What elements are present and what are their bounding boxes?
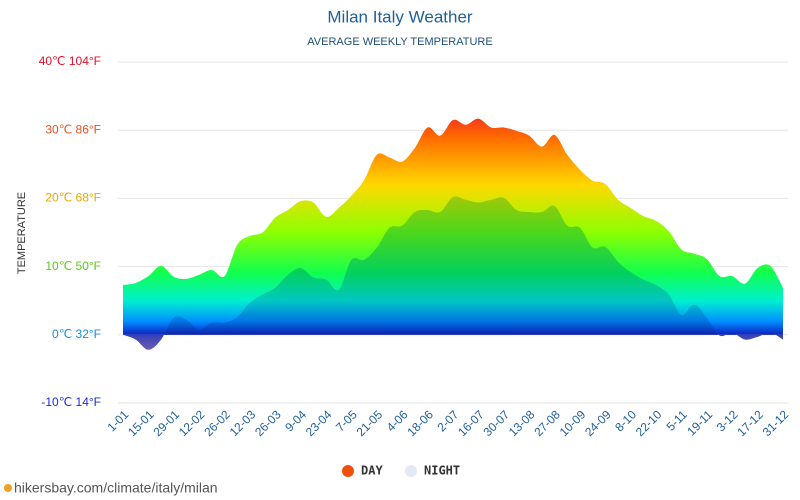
x-tick-label: 16-07 [455,407,487,439]
x-tick-label: 27-08 [531,407,563,439]
y-tick-label: -10℃ 14°F [41,395,101,409]
x-tick-label: 29-01 [151,407,183,439]
x-tick-label: 17-12 [734,407,766,439]
x-tick-label: 15-01 [125,407,157,439]
legend: DAY NIGHT [342,464,460,478]
x-tick-label: 24-09 [582,407,614,439]
x-tick-label: 22-10 [633,407,665,439]
footer-icon [4,484,12,492]
x-tick-label: 12-03 [227,407,259,439]
x-tick-label: 23-04 [303,407,335,439]
chart-title: Milan Italy Weather [327,7,473,26]
legend-marker [342,465,354,477]
x-tick-label: 26-02 [201,407,233,439]
area-night [123,196,783,350]
chart-subtitle: AVERAGE WEEKLY TEMPERATURE [307,36,492,48]
footer: hikersbay.com/climate/italy/milan [14,480,218,496]
y-axis-label: TEMPERATURE [16,192,28,274]
y-tick-label: 10℃ 50°F [45,259,101,273]
x-tick-label: 26-03 [252,407,284,439]
y-tick-label: 0℃ 32°F [52,327,101,341]
x-tick-label: 19-11 [684,407,715,438]
y-tick-label: 40℃ 104°F [39,54,101,68]
x-tick-label: 10-09 [557,407,589,439]
legend-marker [405,465,417,477]
x-tick-label: 21-05 [354,407,386,439]
legend-label: DAY [361,464,383,478]
x-tick-label: 12-02 [176,407,208,439]
x-tick-label: 13-08 [506,407,538,439]
y-tick-label: 20℃ 68°F [45,191,101,205]
x-tick-label: 18-06 [404,407,436,439]
y-tick-label: 30℃ 86°F [45,122,101,136]
x-tick-label: 30-07 [481,407,513,439]
legend-label: NIGHT [424,464,460,478]
x-tick-label: 31-12 [760,407,792,439]
